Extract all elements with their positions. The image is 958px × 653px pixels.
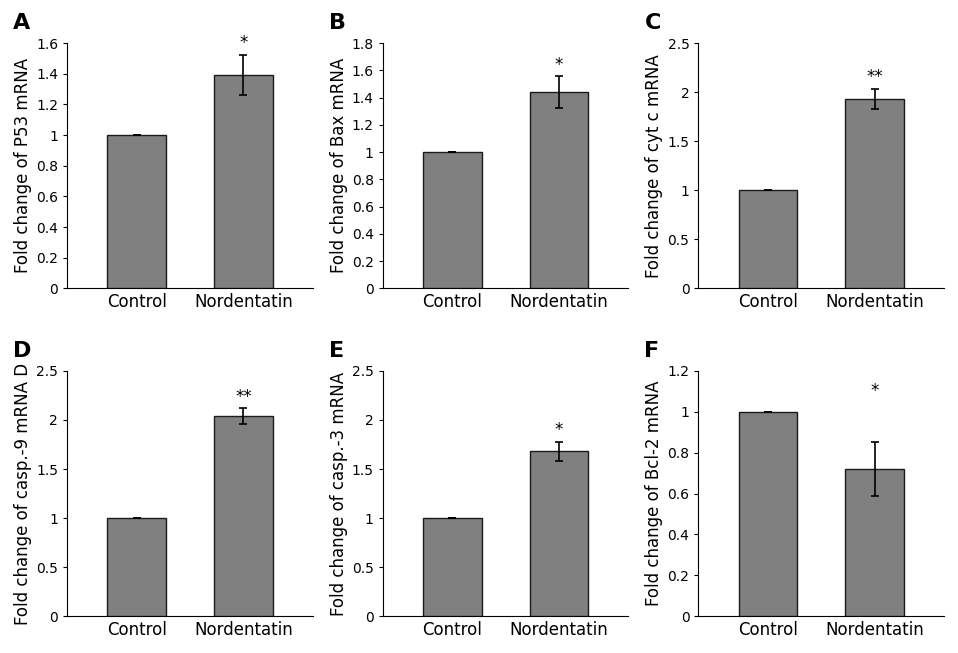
Bar <box>107 135 166 289</box>
Y-axis label: Fold change of Bcl-2 mRNA: Fold change of Bcl-2 mRNA <box>646 381 663 607</box>
Bar <box>845 99 904 289</box>
Text: D: D <box>13 341 32 361</box>
Text: C: C <box>645 13 661 33</box>
Text: **: ** <box>866 68 883 86</box>
Bar <box>845 469 904 616</box>
Y-axis label: Fold change of casp.-9 mRNA D: Fold change of casp.-9 mRNA D <box>14 362 32 625</box>
Text: *: * <box>240 34 247 52</box>
Text: E: E <box>329 341 344 361</box>
Y-axis label: Fold change of cyt c mRNA: Fold change of cyt c mRNA <box>646 54 663 278</box>
Text: F: F <box>645 341 659 361</box>
Text: *: * <box>871 381 878 400</box>
Text: B: B <box>329 13 346 33</box>
Bar <box>530 451 588 616</box>
Bar <box>530 92 588 289</box>
Bar <box>739 190 797 289</box>
Y-axis label: Fold change of Bax mRNA: Fold change of Bax mRNA <box>330 58 348 274</box>
Bar <box>422 152 482 289</box>
Bar <box>739 412 797 616</box>
Bar <box>422 518 482 616</box>
Bar <box>214 75 273 289</box>
Y-axis label: Fold change of casp.-3 mRNA: Fold change of casp.-3 mRNA <box>330 372 348 616</box>
Bar <box>107 518 166 616</box>
Text: A: A <box>13 13 31 33</box>
Bar <box>214 416 273 616</box>
Y-axis label: Fold change of P53 mRNA: Fold change of P53 mRNA <box>13 58 32 273</box>
Text: *: * <box>555 421 563 439</box>
Text: *: * <box>555 56 563 74</box>
Text: **: ** <box>235 389 252 406</box>
